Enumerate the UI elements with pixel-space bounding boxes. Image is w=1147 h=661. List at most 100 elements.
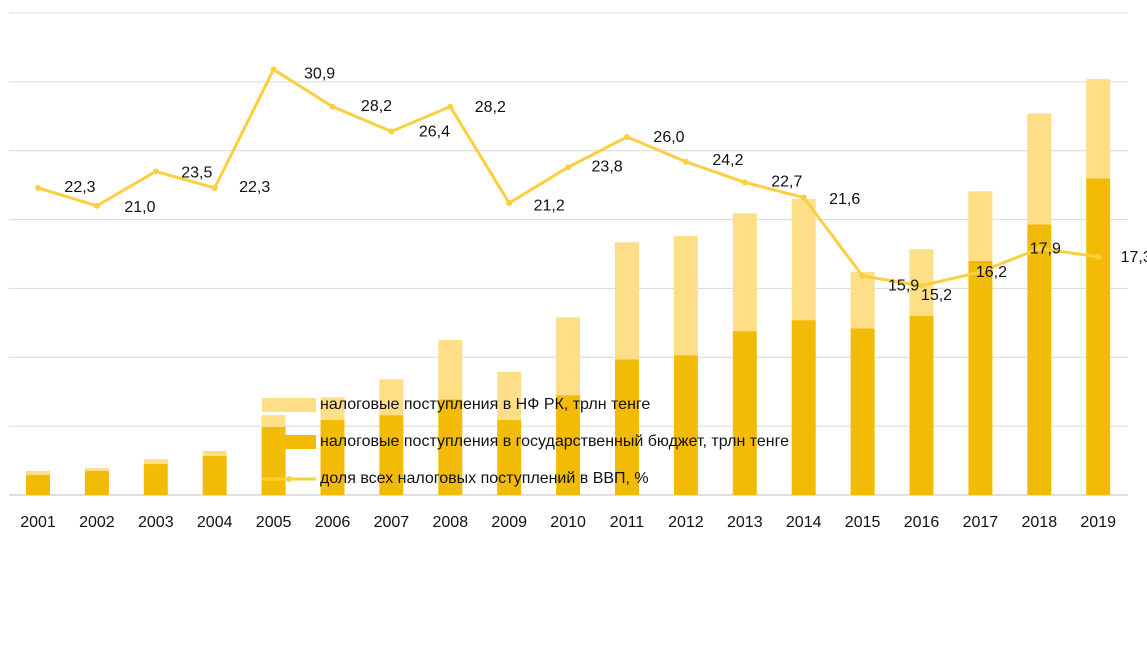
x-tick-label: 2004 xyxy=(197,514,233,531)
line-marker xyxy=(565,164,572,171)
line-marker xyxy=(1095,253,1102,260)
line-marker xyxy=(977,268,984,275)
line-marker xyxy=(211,184,218,191)
bar xyxy=(84,470,109,495)
x-tick-label: 2016 xyxy=(904,514,940,531)
data-label: 16,2 xyxy=(976,264,1007,281)
x-tick-label: 2008 xyxy=(433,514,469,531)
data-label: 28,2 xyxy=(361,98,392,115)
bar xyxy=(1086,178,1111,495)
legend-label: налоговые поступления в государственный … xyxy=(320,433,789,450)
x-tick-label: 2017 xyxy=(963,514,999,531)
bar xyxy=(615,359,639,495)
x-tick-label: 2010 xyxy=(550,514,586,531)
legend-label: налоговые поступления в НФ РК, трлн тенг… xyxy=(320,396,650,413)
bar xyxy=(968,191,993,261)
data-label: 23,8 xyxy=(592,158,623,175)
x-tick-label: 2003 xyxy=(138,514,174,531)
legend-swatch-marker xyxy=(286,476,292,482)
data-label: 22,3 xyxy=(64,179,95,196)
bar xyxy=(850,328,875,495)
data-label: 22,7 xyxy=(771,174,802,191)
x-tick-label: 2005 xyxy=(256,514,292,531)
bar xyxy=(1086,79,1111,179)
bar xyxy=(202,455,227,495)
data-label: 26,0 xyxy=(653,129,684,146)
line-marker xyxy=(388,128,395,135)
x-tick-label: 2011 xyxy=(610,514,645,531)
bar xyxy=(1027,224,1052,496)
bar xyxy=(968,260,993,495)
x-tick-label: 2015 xyxy=(845,514,881,531)
bar xyxy=(791,198,816,321)
line-marker xyxy=(270,66,277,73)
bar xyxy=(673,355,698,495)
data-label: 28,2 xyxy=(475,99,506,116)
bar xyxy=(909,315,934,495)
x-tick-label: 2007 xyxy=(374,514,410,531)
line-marker xyxy=(741,179,748,186)
data-label: 24,2 xyxy=(712,152,743,169)
data-label: 17,3 xyxy=(1121,249,1147,266)
bar xyxy=(26,475,50,495)
data-label: 21,6 xyxy=(829,191,860,208)
bar xyxy=(556,317,581,396)
bar xyxy=(26,470,50,476)
legend-label: доля всех налоговых поступлений в ВВП, % xyxy=(320,470,649,487)
line-marker xyxy=(682,158,689,165)
bar xyxy=(850,271,875,329)
line-marker xyxy=(1036,245,1043,252)
bar xyxy=(497,371,522,420)
line-marker xyxy=(35,184,41,191)
data-label: 15,2 xyxy=(921,287,952,304)
line-marker xyxy=(93,202,100,209)
legend-swatch xyxy=(262,435,316,449)
bar xyxy=(379,379,404,416)
bar xyxy=(84,468,109,471)
line-marker xyxy=(329,103,336,110)
line-marker xyxy=(918,282,925,289)
data-label: 15,9 xyxy=(888,277,919,294)
data-label: 21,0 xyxy=(124,199,155,216)
data-label: 21,2 xyxy=(534,197,565,214)
bar xyxy=(615,242,639,360)
x-tick-label: 2014 xyxy=(786,514,822,531)
bar xyxy=(673,236,698,356)
line-marker xyxy=(624,133,630,140)
data-label: 23,5 xyxy=(181,165,212,182)
bar xyxy=(556,395,581,495)
x-tick-label: 2006 xyxy=(315,514,351,531)
x-tick-label: 2009 xyxy=(491,514,527,531)
data-label: 30,9 xyxy=(304,66,335,83)
x-tick-label: 2019 xyxy=(1080,514,1116,531)
line-marker xyxy=(506,200,513,207)
bar xyxy=(143,459,168,465)
bar xyxy=(1027,113,1052,225)
x-tick-label: 2013 xyxy=(727,514,763,531)
line-marker xyxy=(152,168,159,175)
data-label: 26,4 xyxy=(419,124,450,141)
bar xyxy=(320,397,345,420)
bar xyxy=(202,450,227,456)
data-label: 22,3 xyxy=(239,179,270,196)
legend-swatch xyxy=(262,398,316,412)
bar xyxy=(791,320,816,495)
line-marker xyxy=(859,273,866,280)
bar xyxy=(732,331,757,495)
bar xyxy=(438,399,463,495)
x-tick-label: 2012 xyxy=(668,514,704,531)
data-label: 17,9 xyxy=(1030,241,1061,258)
x-tick-label: 2001 xyxy=(20,514,56,531)
bar xyxy=(320,419,345,495)
x-tick-label: 2018 xyxy=(1022,514,1058,531)
bar xyxy=(143,464,168,495)
bar xyxy=(497,419,522,495)
bar xyxy=(732,213,757,332)
bar xyxy=(438,340,463,400)
x-tick-label: 2002 xyxy=(79,514,115,531)
line-marker xyxy=(447,103,454,110)
line-marker xyxy=(800,194,807,201)
bar xyxy=(261,415,286,427)
bar xyxy=(379,415,404,495)
